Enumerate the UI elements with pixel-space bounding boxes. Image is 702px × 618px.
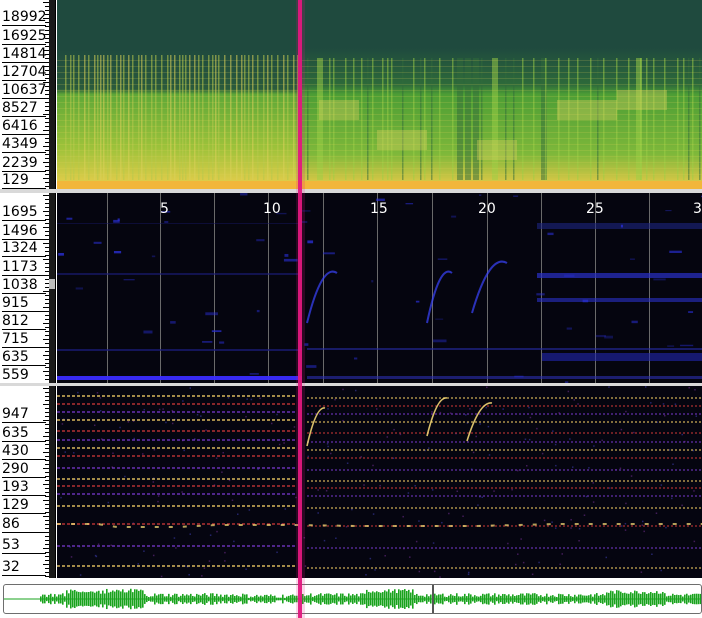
time-marker: 20 — [478, 201, 496, 217]
spectrogram-pane[interactable]: 18992 16925 14814 12704 10637 8527 6416 … — [0, 0, 702, 189]
freq-tick: 129 — [2, 497, 46, 514]
freq-tick: 559 — [2, 367, 46, 383]
zoom-thumb[interactable] — [49, 289, 55, 383]
frequency-scale-top: 18992 16925 14814 12704 10637 8527 6416 … — [0, 0, 56, 189]
vertical-zoom-strip[interactable] — [49, 193, 55, 383]
zoom-thumb-highlight[interactable] — [49, 279, 55, 289]
time-marker: 3 — [693, 201, 702, 217]
pane-separator[interactable] — [0, 189, 702, 193]
freq-tick: 430 — [2, 443, 46, 460]
overview-waveform-panel[interactable] — [0, 580, 702, 618]
freq-tick: 715 — [2, 331, 46, 348]
time-marker: 10 — [263, 201, 281, 217]
frequency-scale-bottom: 947 635 430 290 193 129 86 53 32 — [0, 386, 56, 578]
peak-frequency-pane[interactable]: 947 635 430 290 193 129 86 53 32 — [0, 386, 702, 578]
freq-tick: 6416 — [2, 118, 46, 135]
pane-separator[interactable] — [0, 383, 702, 386]
minor-ticks — [43, 0, 49, 189]
freq-tick: 290 — [2, 461, 46, 478]
freq-tick: 915 — [2, 295, 46, 312]
spectrogram-image — [57, 0, 702, 189]
freq-tick: 193 — [2, 479, 46, 496]
freq-tick: 8527 — [2, 100, 46, 117]
zoom-thumb[interactable] — [49, 193, 55, 279]
freq-tick: 947 — [2, 406, 46, 423]
view-marker-left[interactable] — [432, 585, 434, 613]
freq-tick: 32 — [2, 559, 46, 576]
zoom-thumb[interactable] — [49, 0, 55, 189]
frequency-scale-middle: 1695 1496 1324 1173 1038 915 812 715 635… — [0, 193, 56, 383]
time-marker: 15 — [370, 201, 388, 217]
spectrogram-plot[interactable] — [57, 0, 702, 189]
freq-tick: 53 — [2, 537, 46, 554]
freq-tick: 16925 — [2, 28, 47, 45]
time-marker: 5 — [160, 201, 169, 217]
overview-frame[interactable] — [3, 584, 702, 614]
minor-ticks — [43, 193, 49, 383]
minor-ticks — [43, 386, 49, 578]
melodic-range-plot[interactable] — [57, 193, 702, 383]
freq-tick: 12704 — [2, 64, 47, 81]
freq-tick: 4349 — [2, 136, 46, 153]
vertical-zoom-strip[interactable] — [49, 0, 55, 189]
freq-tick: 10637 — [2, 82, 47, 99]
time-marker: 25 — [586, 201, 604, 217]
freq-tick: 1173 — [2, 259, 46, 276]
peak-frequency-plot[interactable] — [57, 386, 702, 578]
freq-tick: 86 — [2, 516, 46, 533]
vertical-zoom-strip[interactable] — [49, 386, 55, 578]
zoom-thumb[interactable] — [49, 386, 55, 578]
peak-frequency-image — [57, 386, 702, 578]
freq-tick: 1695 — [2, 204, 46, 221]
freq-tick: 2239 — [2, 155, 46, 172]
freq-tick: 14814 — [2, 46, 47, 63]
freq-tick: 635 — [2, 349, 46, 366]
melodic-range-pane[interactable]: 1695 1496 1324 1173 1038 915 812 715 635… — [0, 193, 702, 383]
freq-tick: 18992 — [2, 9, 47, 26]
melodic-range-image — [57, 193, 702, 383]
freq-tick: 635 — [2, 425, 46, 442]
playhead-cursor[interactable] — [298, 0, 302, 618]
freq-tick: 1496 — [2, 223, 46, 240]
freq-tick: 1324 — [2, 240, 46, 257]
freq-tick: 812 — [2, 313, 46, 330]
freq-tick: 1038 — [2, 277, 46, 294]
freq-tick: 129 — [2, 172, 46, 189]
waveform-image — [4, 585, 701, 613]
